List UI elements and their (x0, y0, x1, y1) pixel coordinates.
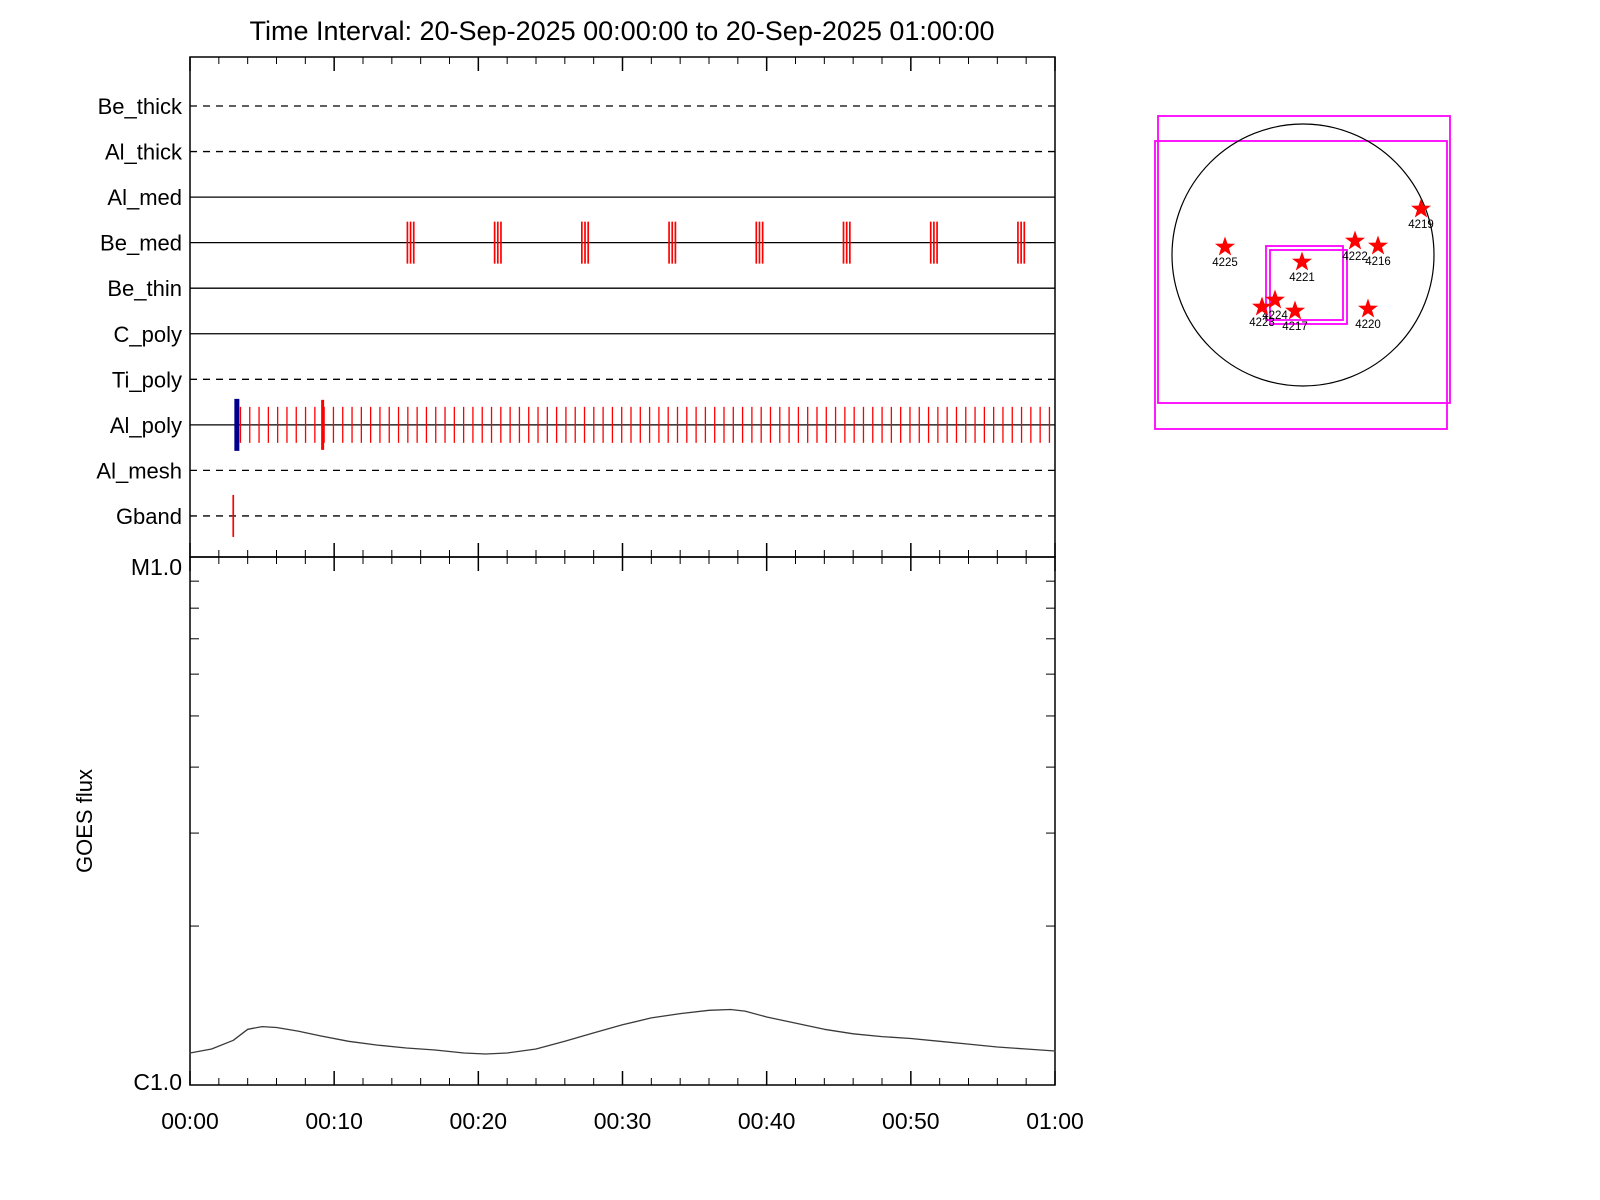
active-region-label-4220: 4220 (1355, 319, 1381, 331)
channel-label-Be_thick: Be_thick (98, 94, 183, 119)
active-region-label-4225: 4225 (1212, 257, 1238, 269)
active-region-label-4216: 4216 (1365, 256, 1391, 268)
active-region-star-4219 (1411, 198, 1431, 218)
channel-label-C_poly: C_poly (114, 322, 182, 347)
channel-label-Ti_poly: Ti_poly (112, 367, 182, 392)
x-tick-label: 00:10 (305, 1108, 363, 1134)
active-region-star-4223 (1252, 296, 1272, 316)
channel-label-Be_med: Be_med (100, 231, 182, 256)
goes-ymin-label: C1.0 (133, 1069, 182, 1095)
active-region-label-4222: 4222 (1342, 251, 1368, 263)
active-region-label-4223: 4223 (1249, 317, 1275, 329)
active-region-star-4217 (1285, 300, 1305, 320)
instrument-timeline-panel: Be_thick Al_thick Al_med Be_med Be_thin C_pol… (96, 56, 1056, 571)
channel-label-Al_poly: Al_poly (110, 413, 182, 438)
channel-label-Gband: Gband (116, 504, 182, 529)
fov-rect (1265, 245, 1344, 321)
fov-rect (1157, 115, 1451, 404)
active-region-star-4220 (1358, 298, 1378, 318)
goes-y-axis-title: GOES flux (72, 769, 97, 873)
x-tick-label: 01:00 (1026, 1108, 1084, 1134)
goes-flux-curve (189, 1008, 1056, 1055)
solar-limb-circle (1171, 123, 1435, 387)
page-title: Time Interval: 20-Sep-2025 00:00:00 to 2… (249, 16, 994, 46)
active-region-star-4221 (1292, 251, 1312, 271)
active-region-star-4225 (1215, 236, 1235, 256)
channel-label-Al_med: Al_med (107, 185, 182, 210)
fov-rect (1269, 249, 1348, 325)
goes-panel-border (189, 556, 1056, 1086)
active-region-label-4217: 4217 (1282, 321, 1308, 333)
active-region-star-4224 (1265, 289, 1285, 309)
x-tick-label: 00:40 (738, 1108, 796, 1134)
channel-label-Al_mesh: Al_mesh (96, 458, 182, 483)
active-region-label-4221: 4221 (1289, 272, 1315, 284)
channel-label-Be_thin: Be_thin (107, 276, 182, 301)
active-region-star-4216 (1368, 235, 1388, 255)
channel-label-Al_thick: Al_thick (105, 140, 183, 165)
x-tick-label: 00:00 (161, 1108, 219, 1134)
fov-rect (1154, 140, 1448, 430)
active-region-star-4222 (1345, 230, 1365, 250)
active-region-label-4224: 4224 (1262, 310, 1288, 322)
timeline-panel-border (189, 56, 1056, 558)
x-tick-label: 00:20 (450, 1108, 508, 1134)
x-tick-label: 00:30 (594, 1108, 652, 1134)
x-tick-label: 00:50 (882, 1108, 940, 1134)
active-region-label-4219: 4219 (1408, 219, 1434, 231)
goes-ymax-label: M1.0 (131, 554, 182, 580)
goes-flux-panel: 00:00 00:10 00:20 00:30 00:40 00:50 01:00 (161, 556, 1084, 1134)
